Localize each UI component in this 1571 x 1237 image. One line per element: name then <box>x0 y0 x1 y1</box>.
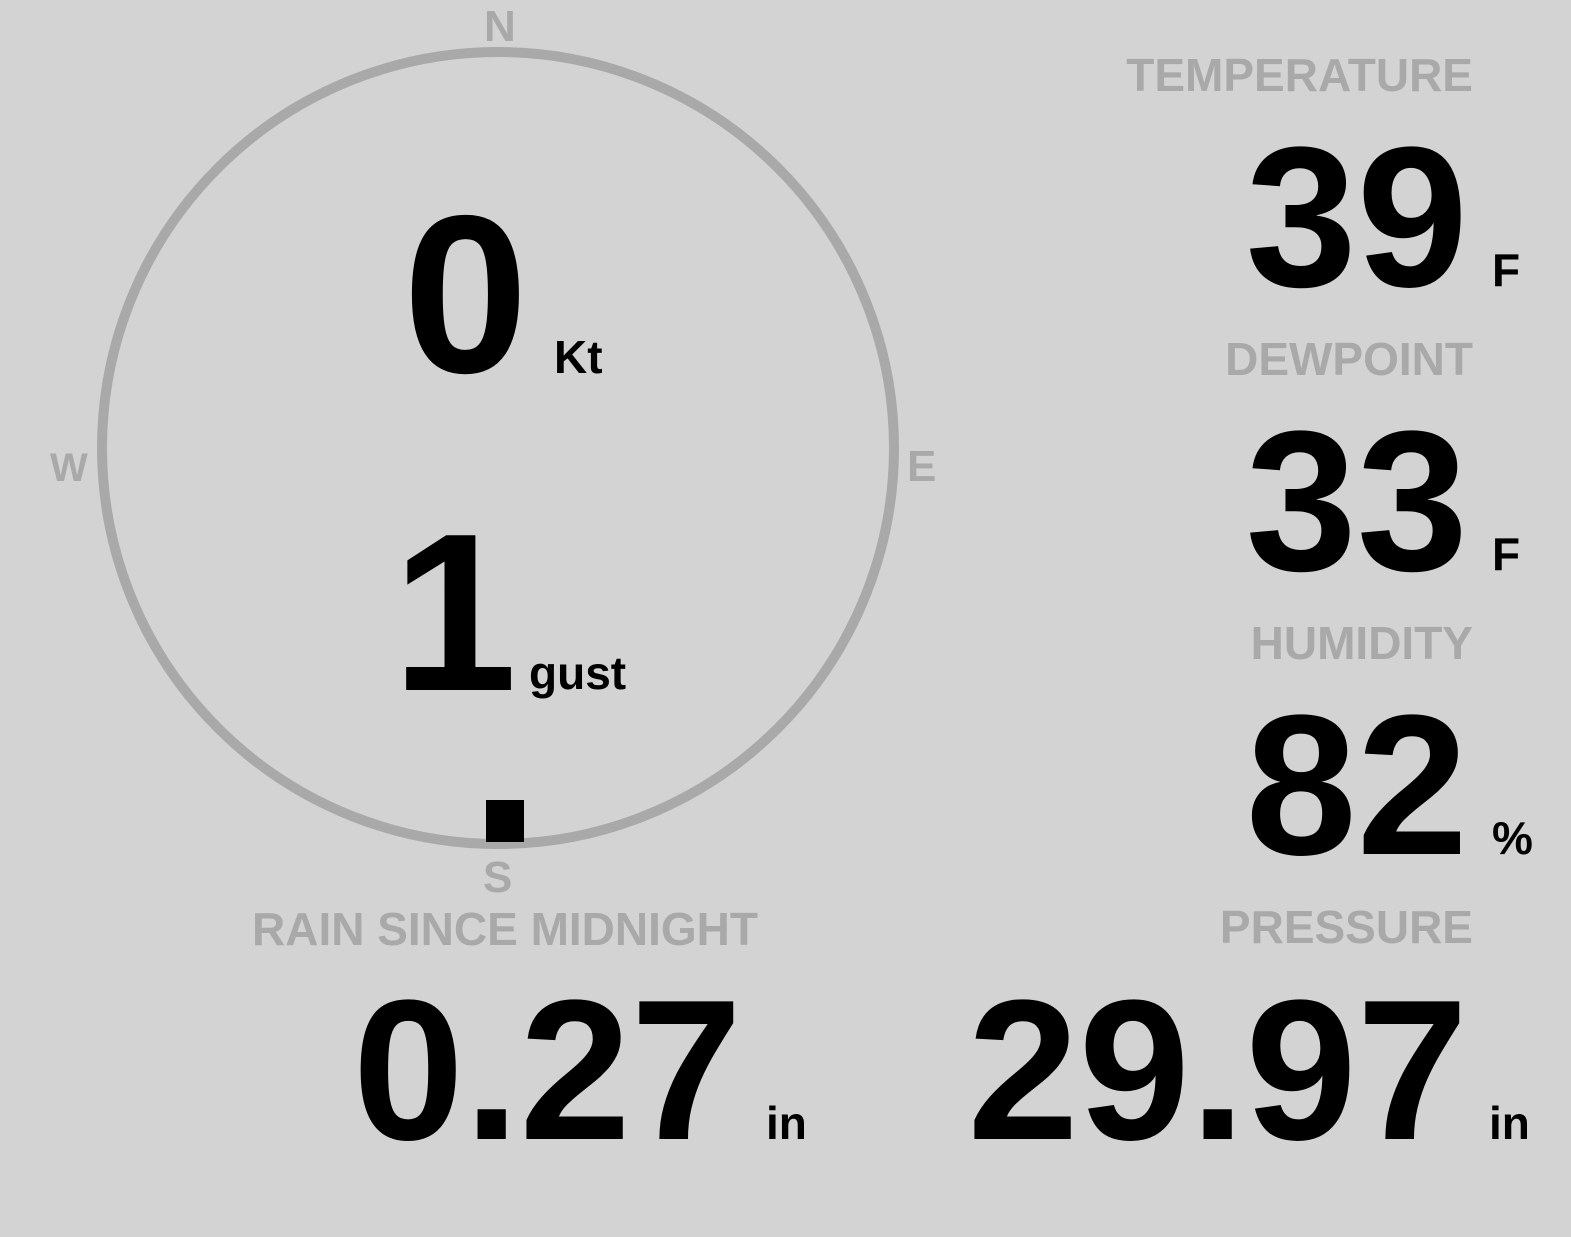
dewpoint-unit: F <box>1492 528 1521 580</box>
compass-east-label: E <box>907 442 937 491</box>
rain-unit: in <box>766 1097 807 1149</box>
pressure-label: PRESSURE <box>1219 901 1473 953</box>
wind-gust-value: 1 <box>392 486 518 738</box>
humidity-label: HUMIDITY <box>1250 617 1473 669</box>
wind-speed-unit: Kt <box>554 331 603 383</box>
temperature-value: 39 <box>1245 106 1468 329</box>
dewpoint-label: DEWPOINT <box>1225 333 1473 385</box>
humidity-unit: % <box>1492 812 1533 864</box>
humidity-value: 82 <box>1245 674 1468 897</box>
dewpoint-value: 33 <box>1245 390 1468 613</box>
wind-direction-marker <box>486 800 524 842</box>
wind-speed-value: 0 <box>403 168 529 420</box>
compass-north-label: N <box>484 2 516 51</box>
rain-value: 0.27 <box>352 959 742 1182</box>
temperature-label: TEMPERATURE <box>1126 49 1473 101</box>
temperature-unit: F <box>1492 244 1521 296</box>
compass-ring <box>97 47 899 849</box>
rain-label: RAIN SINCE MIDNIGHT <box>252 903 758 955</box>
compass-south-label: S <box>483 853 513 902</box>
compass-west-label: W <box>50 446 88 490</box>
wind-gust-unit: gust <box>529 647 627 699</box>
pressure-value: 29.97 <box>967 959 1469 1182</box>
pressure-unit: in <box>1489 1097 1530 1149</box>
